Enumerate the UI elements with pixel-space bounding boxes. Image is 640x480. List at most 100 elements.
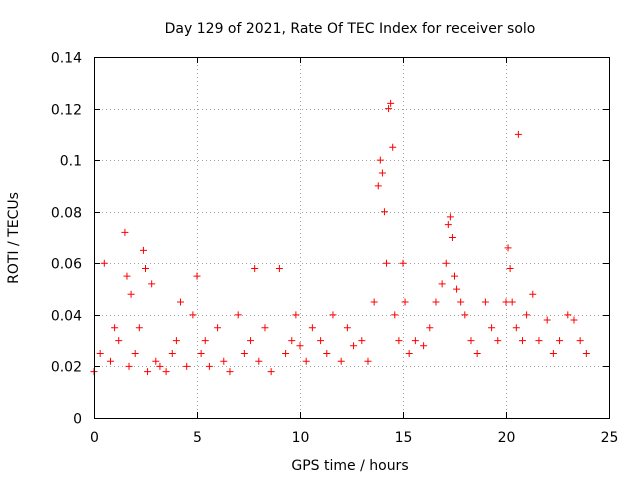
chart-title: Day 129 of 2021, Rate Of TEC Index for r… [165,21,536,37]
x-tick-label: 0 [90,430,99,446]
x-tick-label: 20 [498,430,516,446]
data-point [127,290,135,298]
data-point [473,350,481,358]
data-point [535,337,543,345]
data-point [125,362,133,370]
data-point [131,350,139,358]
data-point [549,350,557,358]
x-tick-label: 15 [395,430,413,446]
grid-layer [94,57,609,418]
data-point [411,337,419,345]
data-point [177,298,185,306]
data-point [518,337,526,345]
data-point [504,244,512,252]
data-point [317,337,325,345]
data-point [172,337,180,345]
data-point [374,182,382,190]
data-point [556,337,564,345]
data-point [168,350,176,358]
data-point [383,259,391,267]
data-point [144,368,152,376]
y-tick-label: 0 [73,412,82,428]
data-point [448,234,456,241]
data-point [446,213,454,221]
data-point [193,272,201,280]
data-point [564,311,572,319]
ticks-layer: 0 5 10 15 20 25 0 0.02 0.04 0.06 0.08 0.1 0.12 0.14 [51,51,619,447]
data-point [100,259,108,267]
x-tick-label: 10 [292,430,310,446]
y-tick-label: 0.02 [51,360,82,376]
data-point [226,368,234,376]
data-point [438,280,446,288]
data-point [96,350,104,358]
data-point [323,350,331,358]
data-point [135,324,143,332]
data-point [275,264,283,272]
data-point [461,311,469,319]
y-tick-label: 0.08 [51,206,82,222]
data-point [205,362,213,370]
y-tick-label: 0.04 [51,309,82,325]
x-tick-label: 25 [601,430,619,446]
data-point [123,272,131,280]
data-point [329,311,337,319]
data-point [197,350,205,358]
data-point [152,357,160,365]
data-point [467,337,475,345]
y-axis-label: ROTI / TECUs [6,192,22,284]
data-point [405,350,413,358]
data-point [385,105,393,113]
data-point [442,259,450,267]
data-point [380,208,388,216]
data-point [142,264,149,272]
plot-frame [94,57,610,419]
data-point [506,264,514,272]
data-point [201,337,209,345]
data-point [453,285,461,293]
data-point [494,337,502,345]
x-tick-label: 5 [193,430,202,446]
data-point [292,311,300,319]
data-point [337,357,345,365]
y-tick-label: 0.14 [51,51,82,67]
data-point [523,311,531,319]
data-point [251,264,259,272]
data-point [234,311,242,319]
data-point [240,350,248,358]
y-tick-label: 0.1 [60,154,82,170]
data-point [391,311,399,319]
data-point [255,357,263,365]
data-point [543,316,551,324]
data-point [401,298,409,306]
data-point [139,246,147,254]
data-point [115,337,123,345]
data-point [111,324,119,332]
data-point [576,337,584,345]
data-point [444,221,452,229]
data-point [267,368,275,376]
data-point [121,228,129,236]
data-point [426,324,434,332]
data-point [508,298,516,306]
data-point [296,342,304,350]
y-tick-label: 0.06 [51,257,82,273]
data-point [432,298,440,306]
data-point [189,311,197,319]
data-point [183,362,191,370]
y-tick-label: 0.12 [51,103,82,119]
data-point [156,362,164,370]
data-point [376,156,384,164]
data-point [302,357,310,365]
data-point [457,298,465,306]
data-point [370,298,378,306]
data-point [514,130,522,138]
x-axis-label: GPS time / hours [291,458,408,474]
data-point [378,169,386,177]
data-point [148,280,156,288]
data-point [350,342,358,350]
data-point [261,324,269,332]
data-point [389,143,397,151]
data-point [512,324,520,332]
